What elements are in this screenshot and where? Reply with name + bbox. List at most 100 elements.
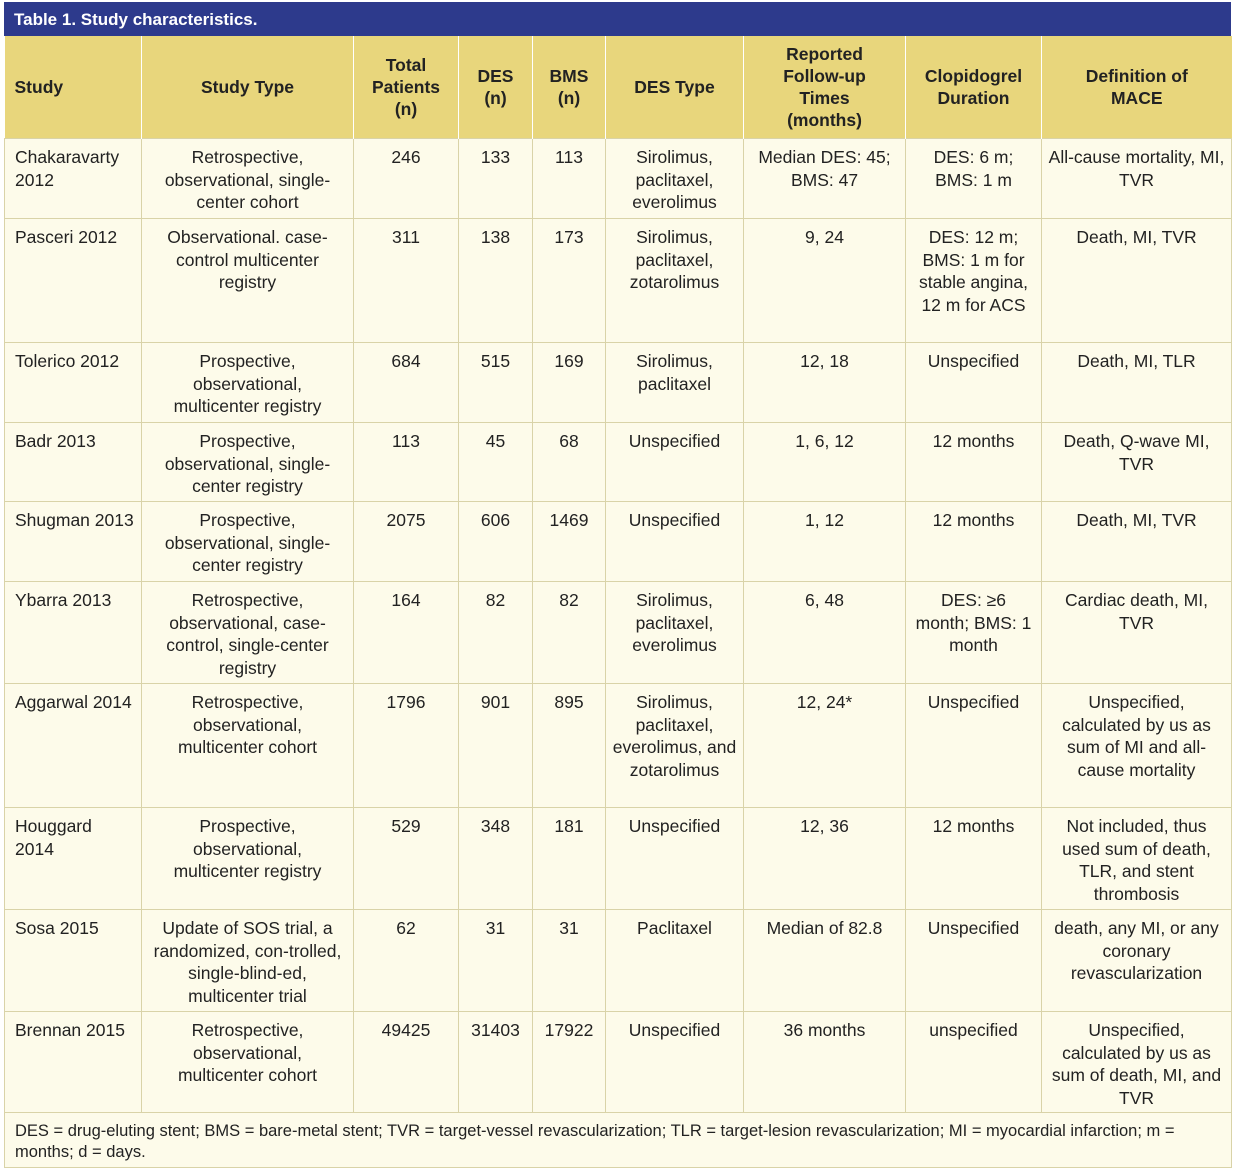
table-cell: 31 xyxy=(532,909,606,1012)
table-cell: Houggard 2014 xyxy=(4,807,142,910)
table-cell: Sirolimus, paclitaxel, everolimus xyxy=(605,581,744,684)
table-cell: Observational. case-control multicenter … xyxy=(141,218,354,343)
table-cell: 169 xyxy=(532,342,606,423)
table-cell: Median DES: 45; BMS: 47 xyxy=(743,138,906,219)
table-row: Houggard 2014 Prospective, observational,… xyxy=(4,807,1232,910)
table-cell: 1796 xyxy=(353,683,459,808)
table-cell: 17922 xyxy=(532,1011,606,1113)
header-cell: Study xyxy=(4,36,142,139)
table-cell: Death, MI, TLR xyxy=(1041,342,1232,423)
footnote-row: DES = drug-eluting stent; BMS = bare-met… xyxy=(4,1112,1232,1168)
table-cell: 36 months xyxy=(743,1011,906,1113)
table-cell: Death, MI, TVR xyxy=(1041,218,1232,343)
table-cell: 138 xyxy=(458,218,533,343)
table-cell: death, any MI, or any coronary revascula… xyxy=(1041,909,1232,1012)
table-cell: Retrospective, observational, multicente… xyxy=(141,1011,354,1113)
table-cell: Retrospective, observational, case-contr… xyxy=(141,581,354,684)
table-cell: 133 xyxy=(458,138,533,219)
table: Study Study Type Total Patients (n) DES (n)… xyxy=(4,36,1232,1168)
header-cell: BMS (n) xyxy=(532,36,606,139)
table-cell: Pasceri 2012 xyxy=(4,218,142,343)
table-row: Ybarra 2013 Retrospective, observational,… xyxy=(4,581,1232,684)
table-cell: Unspecified xyxy=(605,422,744,502)
table-cell: 82 xyxy=(458,581,533,684)
table-cell: Sirolimus, paclitaxel, zotarolimus xyxy=(605,218,744,343)
table-cell: 12 months xyxy=(905,422,1042,502)
table-cell: 2075 xyxy=(353,501,459,582)
table-cell: Sirolimus, paclitaxel xyxy=(605,342,744,423)
table-cell: Tolerico 2012 xyxy=(4,342,142,423)
table-cell: All-cause mortality, MI, TVR xyxy=(1041,138,1232,219)
table-cell: Brennan 2015 xyxy=(4,1011,142,1113)
header-row: Study Study Type Total Patients (n) DES (n)… xyxy=(4,36,1232,139)
header-cell: DES (n) xyxy=(458,36,533,139)
header-cell: Definition of MACE xyxy=(1041,36,1232,139)
header-cell: Reported Follow-up Times (months) xyxy=(743,36,906,139)
table-cell: 68 xyxy=(532,422,606,502)
table-cell: DES: 12 m; BMS: 1 m for stable angina, 1… xyxy=(905,218,1042,343)
table-cell: 684 xyxy=(353,342,459,423)
table-cell: 12 months xyxy=(905,807,1042,910)
table-row: Badr 2013 Prospective, observational, sin… xyxy=(4,422,1232,502)
table-cell: Prospective, observational, single-cente… xyxy=(141,422,354,502)
table-row: Pasceri 2012 Observational. case-control … xyxy=(4,218,1232,343)
table-cell: Unspecified xyxy=(605,1011,744,1113)
table-cell: Sosa 2015 xyxy=(4,909,142,1012)
table-cell: Death, Q-wave MI, TVR xyxy=(1041,422,1232,502)
table-cell: 1, 6, 12 xyxy=(743,422,906,502)
table-cell: 529 xyxy=(353,807,459,910)
table-cell: 45 xyxy=(458,422,533,502)
table-cell: unspecified xyxy=(905,1011,1042,1113)
table-cell: Cardiac death, MI, TVR xyxy=(1041,581,1232,684)
header-cell: Clopidogrel Duration xyxy=(905,36,1042,139)
table-cell: Unspecified xyxy=(905,342,1042,423)
table-row: Tolerico 2012 Prospective, observational,… xyxy=(4,342,1232,423)
header-cell: Total Patients (n) xyxy=(353,36,459,139)
table-title: Table 1. Study characteristics. xyxy=(4,2,1231,36)
table-cell: Retrospective, observational, single-cen… xyxy=(141,138,354,219)
table-cell: Unspecified, calculated by us as sum of … xyxy=(1041,1011,1232,1113)
table-cell: Unspecified, calculated by us as sum of … xyxy=(1041,683,1232,808)
table-cell: Death, MI, TVR xyxy=(1041,501,1232,582)
table-cell: Prospective, observational, multicenter … xyxy=(141,342,354,423)
table-cell: 12, 18 xyxy=(743,342,906,423)
table-cell: 62 xyxy=(353,909,459,1012)
table-cell: 49425 xyxy=(353,1011,459,1113)
footnote: DES = drug-eluting stent; BMS = bare-met… xyxy=(4,1112,1232,1168)
table-cell: Shugman 2013 xyxy=(4,501,142,582)
table-cell: 113 xyxy=(532,138,606,219)
table-cell: Sirolimus, paclitaxel, everolimus, and z… xyxy=(605,683,744,808)
table-cell: Unspecified xyxy=(605,807,744,910)
table-cell: 606 xyxy=(458,501,533,582)
table-cell: 901 xyxy=(458,683,533,808)
table-cell: 246 xyxy=(353,138,459,219)
table-cell: 113 xyxy=(353,422,459,502)
table-cell: Sirolimus, paclitaxel, everolimus xyxy=(605,138,744,219)
table-row: Chakaravarty 2012 Retrospective, observat… xyxy=(4,138,1232,219)
table-cell: Aggarwal 2014 xyxy=(4,683,142,808)
table-row: Brennan 2015 Retrospective, observational… xyxy=(4,1011,1232,1113)
table-cell: Prospective, observational, multicenter … xyxy=(141,807,354,910)
table-cell: Ybarra 2013 xyxy=(4,581,142,684)
table-cell: 9, 24 xyxy=(743,218,906,343)
table-cell: 173 xyxy=(532,218,606,343)
table-cell: DES: 6 m; BMS: 1 m xyxy=(905,138,1042,219)
table-cell: Median of 82.8 xyxy=(743,909,906,1012)
table-row: Sosa 2015 Update of SOS trial, a randomiz… xyxy=(4,909,1232,1012)
table-cell: Paclitaxel xyxy=(605,909,744,1012)
table-body: Chakaravarty 2012 Retrospective, observat… xyxy=(4,138,1232,1168)
table-cell: Not included, thus used sum of death, TL… xyxy=(1041,807,1232,910)
table-cell: 12, 36 xyxy=(743,807,906,910)
table-cell: 1, 12 xyxy=(743,501,906,582)
table-cell: 311 xyxy=(353,218,459,343)
header-cell: Study Type xyxy=(141,36,354,139)
table-cell: Unspecified xyxy=(605,501,744,582)
table-cell: Update of SOS trial, a randomized, con-t… xyxy=(141,909,354,1012)
table-cell: 12, 24* xyxy=(743,683,906,808)
table-cell: 6, 48 xyxy=(743,581,906,684)
table-cell: 12 months xyxy=(905,501,1042,582)
table-cell: Retrospective, observational, multicente… xyxy=(141,683,354,808)
table-cell: 181 xyxy=(532,807,606,910)
table-cell: 1469 xyxy=(532,501,606,582)
